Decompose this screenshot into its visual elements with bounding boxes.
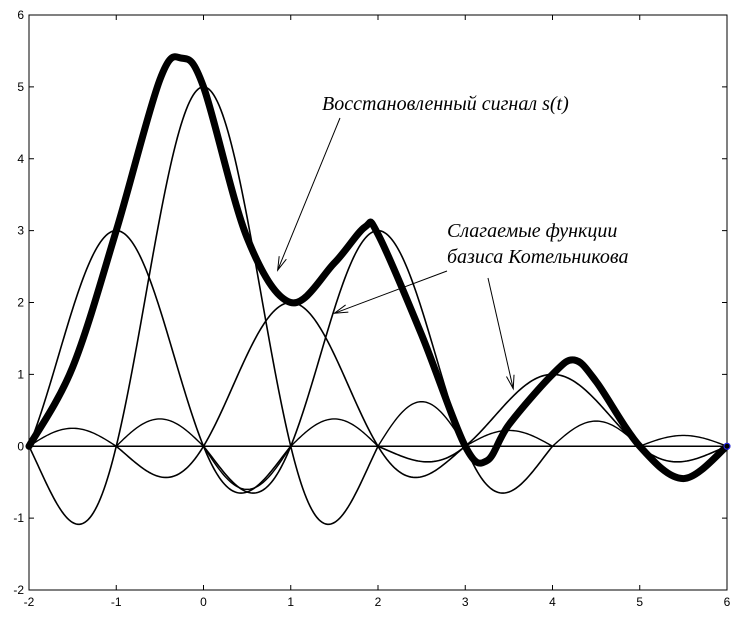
annotation-basis-arrow-1: [334, 270, 448, 314]
y-tick-label: -1: [13, 511, 24, 525]
side-lobe-3: [290, 418, 379, 447]
annotations: Восстановленный сигнал s(t) Слагаемые фун…: [276, 93, 628, 391]
y-tick-label: 1: [17, 367, 24, 381]
side-lobe-0: [28, 427, 117, 447]
annotation-basis-arrow-2-head: [506, 374, 515, 391]
annotation-basis-line1: Слагаемые функции: [447, 220, 617, 242]
side-lobe-4: [377, 400, 466, 447]
reconstructed-signal: [25, 53, 731, 483]
annotation-signal: Восстановленный сигнал s(t): [322, 93, 569, 115]
y-tick-label: 3: [17, 224, 24, 238]
y-tick-label: -2: [13, 583, 24, 597]
x-tick-label: 4: [549, 595, 556, 609]
y-tick-label: 6: [17, 8, 24, 22]
side-lobe-6: [552, 420, 641, 447]
end-marker: [723, 442, 731, 450]
y-tick-label: 5: [17, 80, 24, 94]
y-tick-label: 0: [17, 439, 24, 453]
signal-line: [25, 53, 731, 483]
x-tick-label: -2: [24, 595, 35, 609]
plot-area: [28, 14, 728, 591]
x-tick-label: 1: [287, 595, 294, 609]
annotation-basis-line2: базиса Котельникова: [447, 246, 628, 268]
annotation-basis-arrow-2: [487, 277, 514, 389]
annotation-signal-arrow-head: [276, 256, 287, 272]
annotation-signal-arrow: [277, 117, 341, 271]
axis-ticks: -2 -1 0 1 2 3 4 5 6 -2 -1 0 1 2 3 4 5 6: [13, 8, 730, 609]
x-tick-label: 5: [636, 595, 643, 609]
x-tick-label: 0: [200, 595, 207, 609]
x-tick-label: 2: [375, 595, 382, 609]
side-lobe-2: [202, 445, 292, 491]
side-lobe-7: [639, 434, 728, 447]
side-lobe-1: [115, 418, 204, 447]
x-tick-label: 6: [724, 595, 731, 609]
x-tick-label: 3: [462, 595, 469, 609]
y-tick-label: 2: [17, 296, 24, 310]
annotation-basis-arrow-1-head: [332, 304, 349, 314]
y-tick-label: 4: [17, 152, 24, 166]
x-tick-label: -1: [111, 595, 122, 609]
